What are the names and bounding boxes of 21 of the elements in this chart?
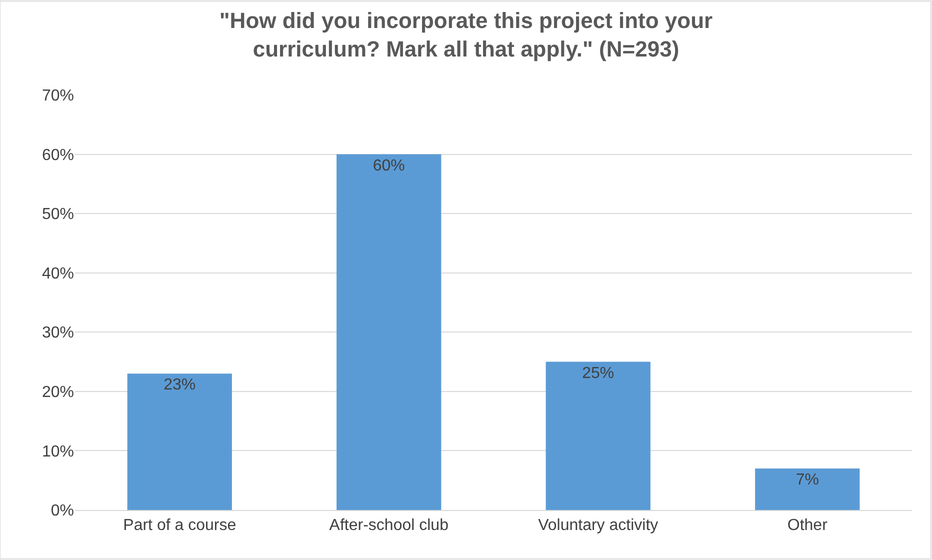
y-tick-label: 50%: [42, 206, 74, 224]
y-tick-label: 20%: [42, 384, 74, 402]
x-tick-label: Other: [787, 517, 828, 534]
data-label: 23%: [164, 376, 196, 394]
bar: [755, 468, 860, 510]
y-tick-label: 10%: [42, 443, 74, 460]
data-label: 60%: [372, 157, 405, 174]
data-label: 7%: [796, 472, 819, 488]
bar: [127, 374, 232, 510]
x-tick-label: Part of a course: [123, 517, 236, 534]
chart-title: "How did you incorporate this project into your curriculum? Mark all that apply." (N=293): [219, 8, 714, 62]
bar: [546, 362, 650, 510]
y-tick-label: 0%: [50, 502, 74, 520]
y-tick-label: 40%: [42, 265, 74, 282]
bar: [336, 154, 442, 510]
x-tick-label: Voluntary activity: [538, 517, 658, 534]
y-tick-label: 60%: [42, 146, 74, 164]
y-tick-label: 70%: [42, 88, 74, 105]
data-label: 25%: [582, 364, 614, 382]
x-tick-label: After-school club: [329, 517, 449, 534]
y-tick-label: 30%: [42, 324, 74, 342]
